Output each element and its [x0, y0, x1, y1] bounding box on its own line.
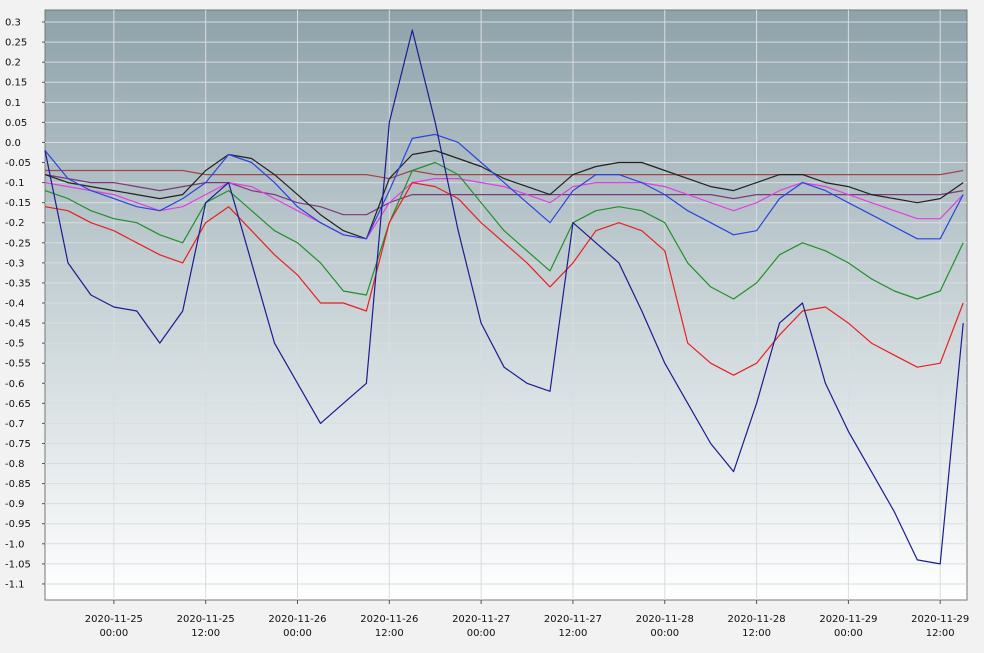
y-tick-label: -0.7: [5, 419, 25, 430]
series-line: [44, 133, 964, 240]
x-tick-label: 2020-11-28: [728, 614, 786, 625]
x-tick-label: 12:00: [559, 628, 588, 639]
x-tick-label: 2020-11-26: [268, 614, 326, 625]
y-tick-label: -0.85: [5, 479, 31, 490]
x-tick-label: 2020-11-26: [360, 614, 418, 625]
y-tick-label: -1.1: [5, 579, 25, 590]
y-tick-label: -0.05: [5, 158, 31, 169]
y-tick-label: -1.0: [5, 539, 25, 550]
x-tick-label: 00:00: [650, 628, 679, 639]
y-tick-label: -0.6: [5, 379, 25, 390]
series-line: [44, 174, 964, 216]
x-tick-label: 2020-11-29: [911, 614, 969, 625]
y-tick-label: -0.3: [5, 258, 25, 269]
x-tick-label: 2020-11-27: [544, 614, 602, 625]
series-line: [45, 169, 964, 180]
series-line: [44, 149, 964, 240]
x-tick-label: 00:00: [834, 628, 863, 639]
y-tick-label: -0.95: [5, 519, 31, 530]
y-tick-label: -1.05: [5, 559, 31, 570]
y-tick-label: 0.1: [5, 98, 21, 109]
series-line: [44, 161, 964, 300]
x-tick-label: 2020-11-27: [452, 614, 510, 625]
y-tick-label: -0.15: [5, 198, 31, 209]
series-line: [44, 29, 964, 565]
x-tick-label: 12:00: [375, 628, 404, 639]
y-tick-label: -0.4: [5, 298, 25, 309]
y-tick-label: 0.2: [5, 58, 21, 69]
lines: [44, 29, 964, 565]
y-tick-label: -0.1: [5, 178, 25, 189]
y-tick-label: 0.05: [5, 118, 27, 129]
x-tick-label: 12:00: [191, 628, 220, 639]
y-tick-label: -0.8: [5, 459, 25, 470]
x-tick-label: 2020-11-29: [819, 614, 877, 625]
y-tick-label: 0.0: [5, 138, 21, 149]
y-tick-label: -0.55: [5, 359, 31, 370]
y-tick-label: 0.25: [5, 38, 27, 49]
x-tick-label: 00:00: [467, 628, 496, 639]
y-tick-label: -0.5: [5, 339, 25, 350]
grid: [45, 10, 967, 600]
x-tick-label: 12:00: [742, 628, 771, 639]
labels: 0.3 0.25 0.2 0.15 0.1 0.05 0.0 -0.05 -0.1 -0.15 -0…: [5, 18, 969, 639]
x-tick-label: 2020-11-28: [636, 614, 694, 625]
x-tick-label: 12:00: [926, 628, 955, 639]
y-tick-label: -0.9: [5, 499, 25, 510]
y-tick-label: -0.75: [5, 439, 31, 450]
y-tick-label: -0.65: [5, 399, 31, 410]
y-tick-label: -0.45: [5, 319, 31, 330]
x-tick-label: 00:00: [99, 628, 128, 639]
y-tick-label: 0.15: [5, 78, 27, 89]
plot-area: [44, 9, 968, 601]
y-tick-label: -0.2: [5, 218, 25, 229]
x-tick-label: 2020-11-25: [177, 614, 235, 625]
x-tick-label: 2020-11-25: [85, 614, 143, 625]
y-tick-label: -0.35: [5, 278, 31, 289]
x-tick-label: 00:00: [283, 628, 312, 639]
series-line: [44, 178, 964, 240]
y-tick-label: 0.3: [5, 18, 21, 29]
y-tick-label: -0.25: [5, 238, 31, 249]
